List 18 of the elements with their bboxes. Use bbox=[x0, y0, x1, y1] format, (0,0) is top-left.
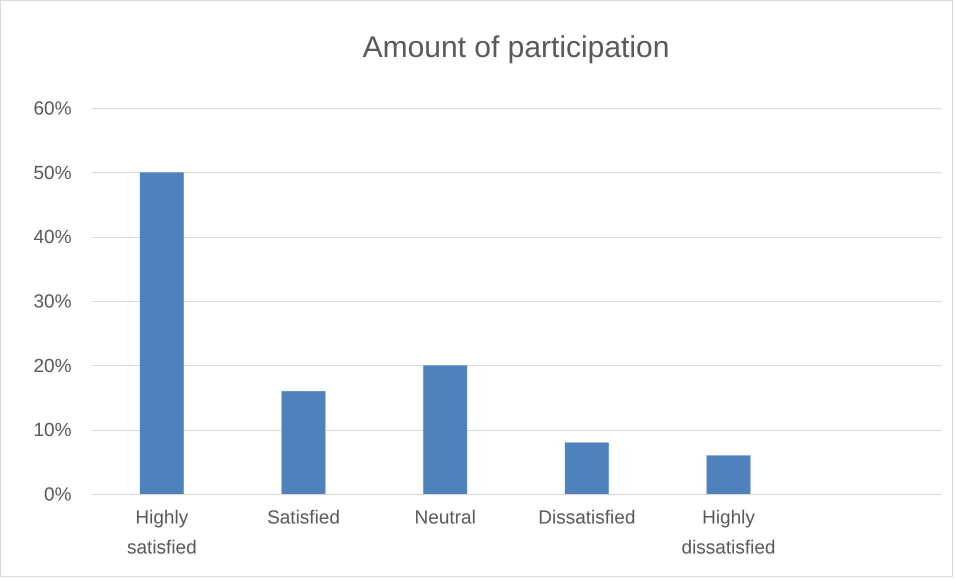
bar bbox=[564, 442, 609, 494]
x-tick-label: Dissatisfied bbox=[538, 508, 636, 528]
bar bbox=[706, 455, 750, 494]
x-tick-label: Highly dissatisfied bbox=[682, 508, 776, 558]
y-tick-label: 60% bbox=[33, 98, 72, 120]
y-tick-label: 30% bbox=[33, 292, 72, 312]
y-tick-label: 20% bbox=[33, 356, 72, 377]
bar bbox=[282, 391, 326, 494]
y-tick-label: 0% bbox=[44, 484, 72, 506]
y-tick-label: 50% bbox=[33, 162, 72, 184]
x-tick-label: Highly satisfied bbox=[126, 508, 197, 558]
y-tick-label: 40% bbox=[33, 227, 72, 248]
y-tick-label: 10% bbox=[33, 420, 72, 442]
bar bbox=[140, 172, 184, 494]
x-tick-label: Neutral bbox=[414, 508, 476, 528]
bar bbox=[423, 365, 468, 494]
x-tick-label: Satisfied bbox=[267, 508, 340, 528]
chart-title: Amount of participation bbox=[362, 31, 670, 64]
